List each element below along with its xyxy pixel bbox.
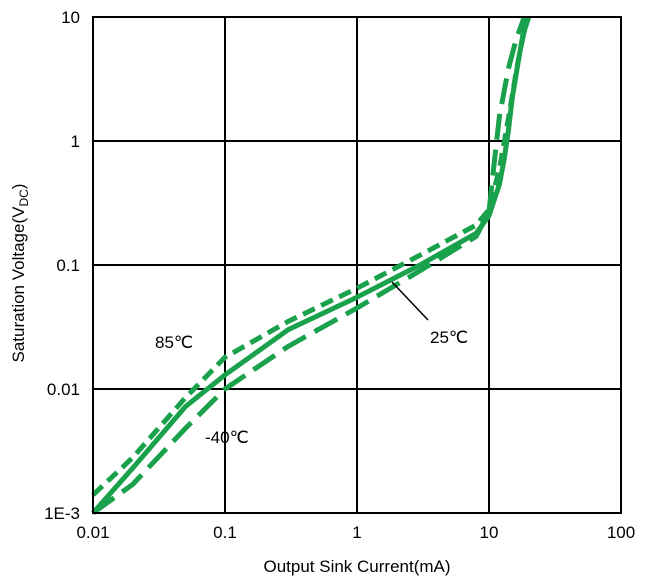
x-tick-labels: 0.01 0.1 1 10 100 — [76, 523, 635, 542]
x-axis-label: Output Sink Current(mA) — [263, 557, 450, 576]
curve-dashed — [91, 16, 527, 516]
y-tick-label: 0.1 — [56, 256, 80, 275]
y-tick-label: 10 — [61, 8, 80, 27]
x-tick-label: 1 — [352, 523, 361, 542]
annotation-leader-line — [391, 281, 429, 321]
y-tick-labels: 1E-3 0.01 0.1 1 10 — [44, 8, 80, 523]
y-axis-label-main: Saturation Voltage(V — [9, 206, 28, 363]
plot-frame — [92, 16, 622, 514]
y-tick-label: 0.01 — [47, 380, 80, 399]
y-tick-label: 1 — [71, 132, 80, 151]
annotation-label: 85℃ — [155, 333, 193, 352]
x-tick-label: 0.1 — [213, 523, 237, 542]
curve-annotations: 85℃ -40℃ 25℃ — [155, 281, 468, 447]
x-tick-label: 10 — [480, 523, 499, 542]
annotation-label: 25℃ — [430, 328, 468, 347]
y-axis-label: Saturation Voltage(VDC) — [9, 184, 31, 363]
data-curves — [91, 16, 532, 516]
y-axis-label-suffix: ) — [9, 184, 28, 190]
annotation-label: -40℃ — [205, 428, 249, 447]
x-tick-label: 100 — [607, 523, 635, 542]
y-axis-label-subscript: DC — [17, 189, 31, 207]
x-tick-label: 0.01 — [76, 523, 109, 542]
y-tick-label: 1E-3 — [44, 504, 80, 523]
